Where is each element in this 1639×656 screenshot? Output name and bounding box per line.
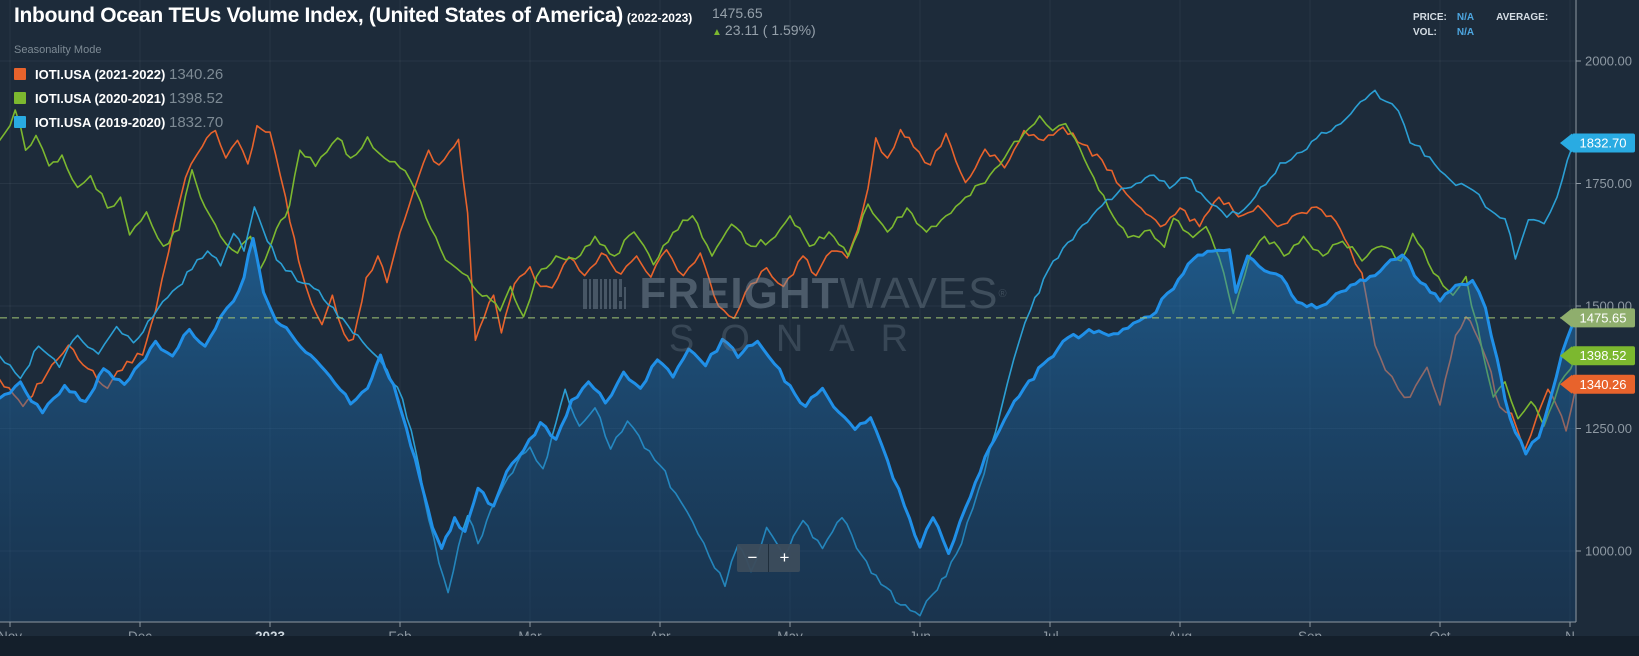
price-tag: 1475.65 (1560, 308, 1635, 328)
time-axis-label: Jun (909, 629, 931, 636)
zoom-out-button[interactable]: − (737, 544, 769, 572)
quote-block: 1475.65 ▲ 23.11 ( 1.59%) (712, 5, 816, 41)
zoom-controls: − + (737, 544, 800, 572)
price-axis-label: 1000.00 (1585, 544, 1632, 559)
legend-item-2021-2022[interactable]: IOTI.USA (2021-2022) 1340.26 (14, 62, 223, 86)
price-tag: 1398.52 (1560, 346, 1635, 366)
zoom-in-button[interactable]: + (769, 544, 800, 572)
legend-item-value: 1340.26 (169, 65, 224, 83)
time-axis-label: Dec (128, 629, 152, 636)
time-axis-label: N (1565, 629, 1575, 636)
price-value: N/A (1456, 12, 1475, 23)
series-color-swatch (14, 116, 26, 128)
title-period: (2022-2023) (626, 11, 693, 25)
legend-item-2020-2021[interactable]: IOTI.USA (2020-2021) 1398.52 (14, 86, 223, 110)
time-axis-label: Apr (649, 629, 671, 636)
price-tag: 1832.70 (1560, 133, 1635, 153)
footer-bar (0, 636, 1639, 656)
vol-value: N/A (1456, 27, 1475, 38)
legend-item-value: 1832.70 (169, 113, 224, 131)
time-axis-label: Mar (518, 629, 542, 636)
svg-text:1475.65: 1475.65 (1580, 310, 1627, 325)
time-axis-label: Feb (388, 629, 411, 636)
series-color-swatch (14, 92, 26, 104)
seasonality-mode-label: Seasonality Mode (14, 44, 102, 56)
price-axis-label: 2000.00 (1585, 54, 1632, 69)
chart-header: Inbound Ocean TEUs Volume Index, (United… (14, 4, 692, 28)
average-label: AVERAGE: (1496, 12, 1549, 23)
legend-item-value: 1398.52 (169, 89, 224, 107)
series-line (0, 109, 1576, 427)
svg-text:1340.26: 1340.26 (1580, 377, 1627, 392)
time-axis-label: Aug (1168, 629, 1192, 636)
page-title: Inbound Ocean TEUs Volume Index, (United… (14, 4, 623, 27)
chart-plot-area[interactable]: 2000.001750.001500.001250.001000.00NovDe… (0, 0, 1639, 636)
vol-label: VOL: (1413, 27, 1437, 38)
change-row: ▲ 23.11 ( 1.59%) (712, 22, 816, 41)
legend-item-label: IOTI.USA (2021-2022) (35, 66, 166, 82)
time-axis-label: May (777, 629, 803, 636)
main-series-area-fill (0, 238, 1576, 622)
series-legend: Seasonality Mode IOTI.USA (2021-2022) 13… (14, 44, 223, 134)
legend-item-2019-2020[interactable]: IOTI.USA (2019-2020) 1832.70 (14, 110, 223, 134)
price-info-panel: PRICE: N/A AVERAGE: VOL: N/A (1413, 10, 1550, 40)
price-label: PRICE: (1413, 12, 1447, 23)
series-line (0, 124, 1576, 452)
change-value: 23.11 ( 1.59%) (724, 22, 816, 38)
price-tag: 1340.26 (1560, 374, 1635, 394)
time-axis-label: 2023 (255, 629, 286, 636)
series-color-swatch (14, 68, 26, 80)
time-axis-label: Sep (1298, 629, 1322, 636)
up-arrow-icon: ▲ (712, 27, 722, 38)
time-axis-label: Oct (1429, 629, 1450, 636)
last-value: 1475.65 (712, 5, 763, 21)
price-axis-label: 1250.00 (1585, 421, 1632, 436)
legend-item-label: IOTI.USA (2020-2021) (35, 90, 166, 106)
legend-item-label: IOTI.USA (2019-2020) (35, 114, 166, 130)
time-axis-label: Jul (1041, 629, 1058, 636)
main-series-line (0, 236, 1576, 555)
price-axis-label: 1750.00 (1585, 176, 1632, 191)
svg-text:1398.52: 1398.52 (1580, 348, 1627, 363)
time-axis-label: Nov (0, 629, 22, 636)
svg-text:1832.70: 1832.70 (1580, 135, 1627, 150)
